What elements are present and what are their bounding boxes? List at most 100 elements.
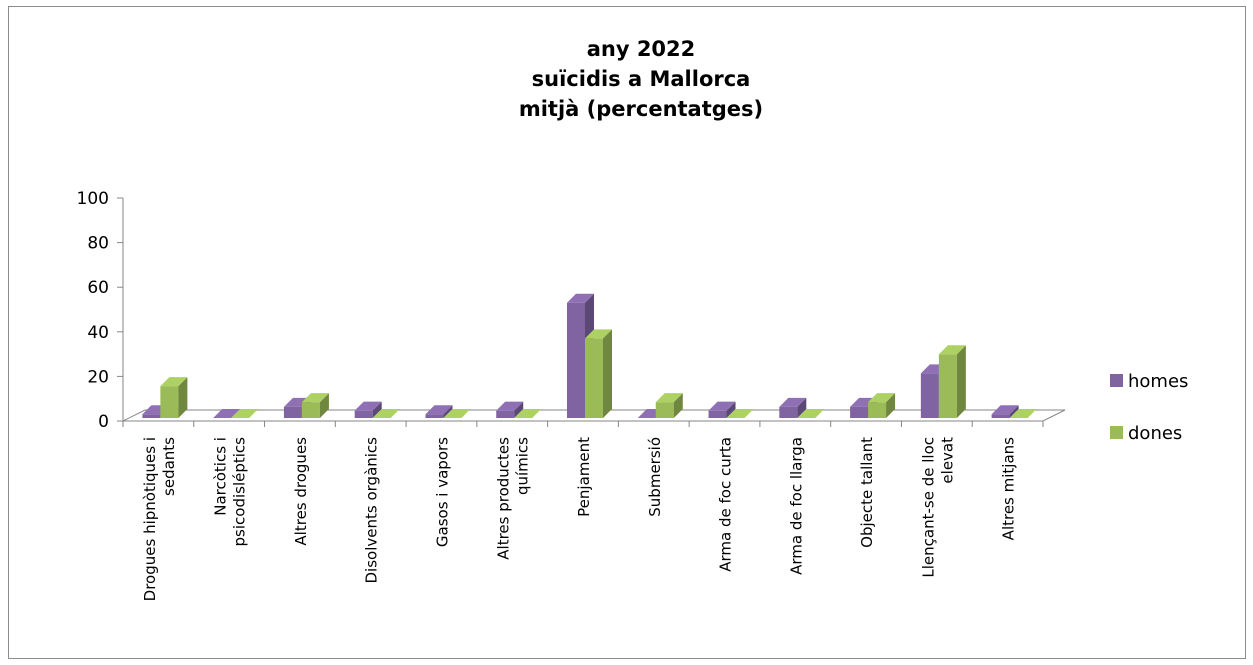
- bar-dones: [443, 409, 471, 418]
- category-label: Objecte tallant: [858, 437, 876, 548]
- bar-front: [779, 406, 798, 418]
- bar-top: [496, 401, 524, 411]
- bar-side: [956, 345, 966, 418]
- bar-homes: [991, 405, 1019, 418]
- category-label: Gasos i vapors: [433, 437, 451, 547]
- y-tick-label: 0: [98, 412, 109, 432]
- category-label: Arma de foc curta: [717, 437, 735, 572]
- chart-frame: any 2022 suïcidis a Mallorca mitjà (percen…: [8, 6, 1246, 659]
- bar-dones: [1009, 409, 1037, 418]
- bar-homes: [496, 401, 524, 418]
- bar-side: [726, 401, 736, 418]
- bar-top: [567, 293, 594, 303]
- category-label: elevat: [938, 437, 956, 484]
- bar-dones: [655, 393, 683, 418]
- bar-dones: [797, 409, 825, 418]
- bar-top: [514, 409, 542, 418]
- category-label: psicodisléptics: [231, 437, 249, 547]
- bar-side: [603, 329, 612, 418]
- category-label: químics: [514, 437, 532, 495]
- category-label: Llençant-se de lloc: [919, 437, 937, 578]
- y-tick-label: 60: [87, 278, 109, 298]
- bar-top: [443, 409, 471, 418]
- bar-front: [920, 373, 939, 418]
- legend-swatch-dones: [1110, 426, 1123, 439]
- chart-title-line: suïcidis a Mallorca: [532, 67, 751, 91]
- chart-title: any 2022 suïcidis a Mallorca mitjà (percen…: [519, 37, 763, 121]
- y-tick-label: 40: [87, 323, 109, 343]
- bar-top: [797, 409, 825, 418]
- bar-front: [354, 410, 373, 418]
- bar-side: [797, 397, 807, 418]
- bar-side: [178, 377, 188, 418]
- bar-side: [443, 405, 453, 418]
- bar-dones: [301, 393, 329, 418]
- bar-top: [231, 409, 259, 418]
- bar-dones: [514, 409, 542, 418]
- bar-top: [868, 393, 896, 403]
- bar-dones: [372, 409, 400, 418]
- category-label: sedants: [160, 437, 178, 496]
- bar-front: [850, 406, 869, 418]
- bar-front: [496, 410, 515, 418]
- bar-front: [585, 338, 603, 418]
- bar-dones: [938, 345, 966, 418]
- category-label: Altres productes: [495, 437, 513, 560]
- bar-side: [319, 393, 329, 418]
- category-label: Drogues hipnòtiques i: [141, 437, 159, 601]
- bar-front: [938, 354, 957, 418]
- bar-top: [160, 377, 188, 387]
- bar-front: [283, 406, 302, 418]
- bar-homes: [779, 397, 807, 418]
- bar-front: [301, 402, 320, 418]
- bar-homes: [354, 401, 382, 418]
- bar-side: [372, 401, 382, 418]
- bar-top: [354, 401, 382, 411]
- bar-top: [372, 409, 400, 418]
- bar-top: [708, 401, 736, 411]
- y-tick-label: 20: [87, 367, 109, 387]
- category-label: Penjament: [575, 437, 593, 517]
- bar-front: [567, 302, 585, 418]
- chart-title-line: any 2022: [587, 37, 696, 61]
- bar-side: [1009, 405, 1019, 418]
- category-label: Arma de foc llarga: [787, 437, 805, 575]
- bar-dones: [585, 329, 612, 418]
- chart: any 2022 suïcidis a Mallorca mitjà (percen…: [77, 37, 1189, 602]
- chart-title-line: mitjà (percentatges): [519, 97, 763, 121]
- bar-dones: [726, 409, 754, 418]
- bar-front: [868, 402, 887, 418]
- bar-top: [991, 405, 1019, 415]
- bar-front: [142, 414, 161, 418]
- bar-homes: [708, 401, 736, 418]
- bar-top: [425, 405, 453, 415]
- bar-top: [301, 393, 329, 403]
- bar-dones: [868, 393, 896, 418]
- bar-top: [938, 345, 966, 355]
- bar-side: [673, 393, 683, 418]
- bars: [142, 293, 1037, 418]
- category-label: Narcòtics i: [212, 437, 230, 516]
- legend-label-dones: dones: [1128, 423, 1182, 444]
- bar-side: [886, 393, 896, 418]
- y-tick-label: 80: [87, 234, 109, 254]
- bar-homes: [425, 405, 453, 418]
- bar-front: [425, 414, 444, 418]
- bar-front: [708, 410, 727, 418]
- bar-top: [779, 397, 807, 407]
- legend-label-homes: homes: [1128, 371, 1188, 392]
- category-label: Disolvents orgànics: [363, 437, 381, 584]
- bar-top: [1009, 409, 1037, 418]
- bar-side: [514, 401, 524, 418]
- bar-top: [655, 393, 683, 403]
- bar-front: [655, 402, 674, 418]
- legend-swatch-homes: [1110, 374, 1123, 387]
- category-label: Altres mitjans: [1000, 437, 1018, 540]
- legend: homes dones: [1110, 371, 1188, 444]
- value-axis: 0 20 40 60 80 100: [77, 189, 124, 432]
- category-label: Altres drogues: [292, 437, 310, 546]
- bar-front: [160, 386, 179, 418]
- bar-dones: [160, 377, 188, 418]
- bar-top: [726, 409, 754, 418]
